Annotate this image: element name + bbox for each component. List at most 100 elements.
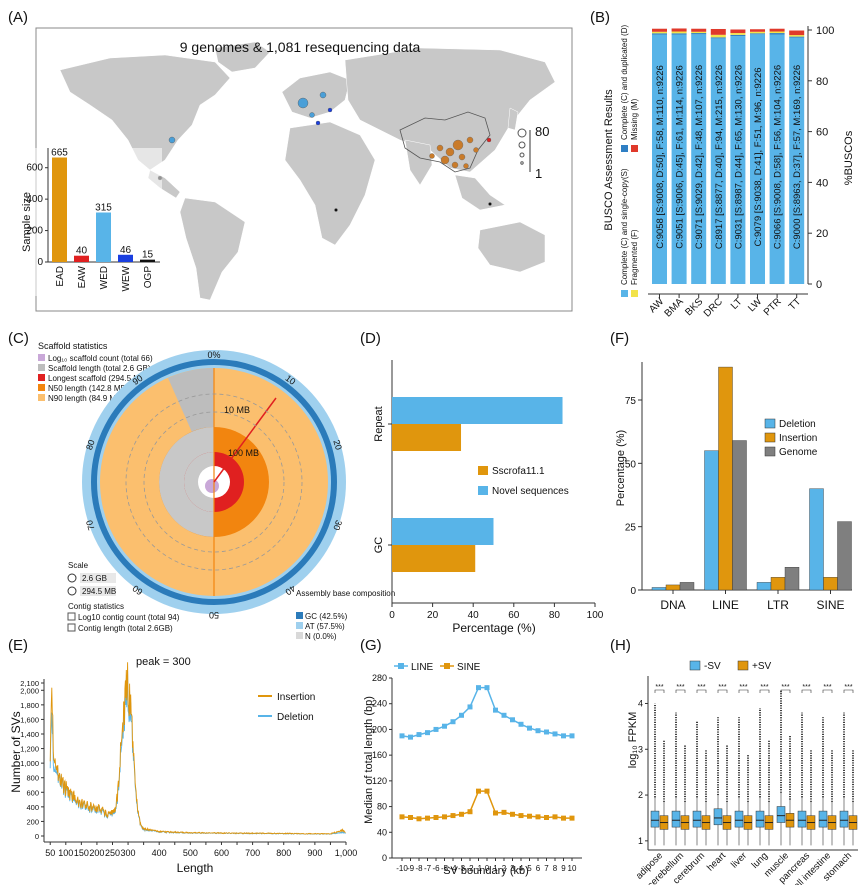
e-xlabel: Length bbox=[177, 861, 214, 875]
map-asia bbox=[344, 47, 556, 173]
b-bar-label: C:9031 [S:8987, D:44], F:65, M:130, n:92… bbox=[733, 65, 744, 249]
legend-label-single: Complete (C) and single-copy(S) bbox=[620, 168, 629, 285]
snail-plot: 10 MB 100 MB 0% 10 20 30 40 50 60 70 80 90 bbox=[82, 350, 346, 620]
c-ring-tick-label: 80 bbox=[84, 439, 97, 452]
legend-swatch-duplicated bbox=[621, 145, 628, 152]
e-ylabel: Number of SVs bbox=[9, 711, 23, 792]
legend-swatch-single bbox=[621, 290, 628, 297]
legend-swatch-missing bbox=[631, 145, 638, 152]
b-bar-segment bbox=[710, 37, 726, 39]
a-bar-value-label: 40 bbox=[76, 246, 88, 257]
f-bar-genome bbox=[837, 521, 852, 591]
g-x-tick-label: 3 bbox=[510, 864, 515, 873]
ring-ticks: 0% 10 20 30 40 50 60 70 80 90 bbox=[84, 350, 344, 620]
g-point-sine bbox=[416, 816, 422, 822]
scaffold-legend-swatch-length bbox=[38, 364, 45, 371]
sample-point bbox=[327, 107, 333, 113]
scale-box-total bbox=[80, 573, 116, 583]
composition-swatch-gc bbox=[296, 612, 303, 619]
b-bar-segment bbox=[750, 29, 765, 32]
g-y-tick-label: 0 bbox=[382, 853, 387, 863]
sample-point bbox=[463, 163, 469, 169]
a-bar-ogp bbox=[140, 259, 155, 262]
f-y-tick-label: 0 bbox=[630, 586, 636, 597]
d-legend-novel: Novel sequences bbox=[492, 486, 569, 497]
e-x-tick-label: 300 bbox=[121, 848, 136, 858]
h-y-tick-label: 4 bbox=[638, 698, 643, 708]
sample-point bbox=[451, 161, 459, 169]
g-point-sine bbox=[399, 814, 405, 820]
g-x-tick-label: 0 bbox=[485, 864, 490, 873]
b-bar-segment bbox=[730, 34, 746, 37]
composition-at: AT (57.5%) bbox=[305, 622, 345, 631]
map-africa bbox=[284, 121, 376, 246]
panel-a-title: 9 genomes & 1,081 resequencing data bbox=[180, 39, 421, 55]
g-y-tick-label: 200 bbox=[372, 724, 387, 734]
b-bar-segment bbox=[750, 31, 765, 34]
scale-longest: 294.5 MB bbox=[82, 587, 116, 596]
b-bar-segment bbox=[789, 37, 805, 285]
b-x-tick-label: LT bbox=[729, 296, 745, 312]
busco-legend: Complete (C) and single-copy(S) Fragment… bbox=[620, 25, 639, 297]
scaffold-legend-n50: N50 length (142.8 MB) bbox=[48, 384, 129, 393]
c-ring-tick-label: 20 bbox=[331, 439, 344, 452]
h-box-minus bbox=[755, 810, 765, 828]
f-legend-genome: Genome bbox=[779, 447, 818, 458]
e-x-tick-label: 1,000 bbox=[335, 848, 358, 858]
panel-label-d: (D) bbox=[360, 330, 381, 347]
e-x-tick-label: 100 bbox=[58, 848, 73, 858]
size-legend: 80 1 bbox=[517, 124, 549, 181]
g-point-line bbox=[552, 731, 558, 737]
f-legend: Deletion Insertion Genome bbox=[764, 418, 818, 458]
composition-title: Assembly base composition bbox=[296, 589, 395, 598]
g-legend-line: LINE bbox=[411, 662, 434, 673]
g-x-tick-label: 5 bbox=[527, 864, 532, 873]
composition-swatch-n bbox=[296, 632, 303, 639]
sample-point bbox=[486, 137, 492, 143]
a-bar-eaw bbox=[74, 255, 89, 262]
b-bar-segment bbox=[671, 28, 687, 32]
d-bar-novel bbox=[392, 518, 494, 545]
sample-size-ylabel: Sample size bbox=[21, 192, 33, 252]
f-bar-insertion bbox=[770, 577, 786, 591]
snail-dashed-circle bbox=[143, 411, 285, 553]
g-ylabel: Median of total length (bp) bbox=[363, 696, 375, 824]
e-annotation: peak = 300 bbox=[136, 656, 191, 668]
composition-gc: GC (42.5%) bbox=[305, 612, 348, 621]
c-ring-tick-label: 30 bbox=[331, 519, 344, 532]
f-bar-deletion bbox=[756, 582, 772, 591]
g-y-tick-label: 40 bbox=[377, 827, 387, 837]
f-bar-deletion bbox=[704, 450, 719, 591]
e-x-tick-label: 800 bbox=[276, 848, 291, 858]
h-sig-bracket bbox=[738, 689, 749, 693]
g-x-tick-label: -3 bbox=[458, 864, 466, 873]
f-ylabel: Percentage (%) bbox=[615, 430, 627, 506]
panel-f: 0 25 50 75 DNA LINE LTR SINE Percentage (%) Del… bbox=[615, 362, 852, 612]
sample-size-bar-chart: 0 200 400 600 665 EAD 40 EAW 315 WED 46 WEW 15 OGP bbox=[26, 148, 160, 292]
g-point-sine bbox=[527, 813, 532, 819]
g-y-tick-label: 280 bbox=[372, 673, 387, 683]
sample-point bbox=[315, 120, 321, 126]
size-legend-circle bbox=[520, 161, 524, 165]
g-point-line bbox=[459, 712, 464, 718]
sample-point bbox=[473, 147, 479, 153]
snail-gc-ring bbox=[91, 359, 337, 605]
composition-swatch-at bbox=[296, 622, 303, 629]
h-significance: *** bbox=[739, 684, 747, 691]
f-legend-insertion: Insertion bbox=[779, 433, 817, 444]
panel-d: 0 20 40 60 80 100 Repeat GC Percentage (%) Sscr… bbox=[373, 360, 604, 635]
a-bar-value-label: 15 bbox=[142, 250, 154, 261]
f-bar-genome bbox=[732, 440, 747, 591]
b-bar-label: C:8917 [S:8877, D:40], F:94, M:215, n:92… bbox=[714, 65, 725, 249]
g-x-tick-label: 4 bbox=[519, 864, 524, 873]
e-y-tick-label: 1,800 bbox=[20, 701, 39, 710]
expression-box-plot: 1234***adipose***cerebellum***cerebrum**… bbox=[634, 676, 858, 885]
h-x-tick-label: liver bbox=[729, 850, 749, 870]
h-box-minus bbox=[671, 810, 681, 828]
b-bar-segment bbox=[789, 30, 805, 36]
b-bar-label: C:9000 [S:8963, D:37], F:57, M:169, n:92… bbox=[792, 65, 803, 249]
sample-point bbox=[436, 144, 444, 152]
size-legend-circle bbox=[517, 128, 527, 138]
h-significance: *** bbox=[760, 684, 768, 691]
f-bar-insertion bbox=[718, 366, 733, 591]
